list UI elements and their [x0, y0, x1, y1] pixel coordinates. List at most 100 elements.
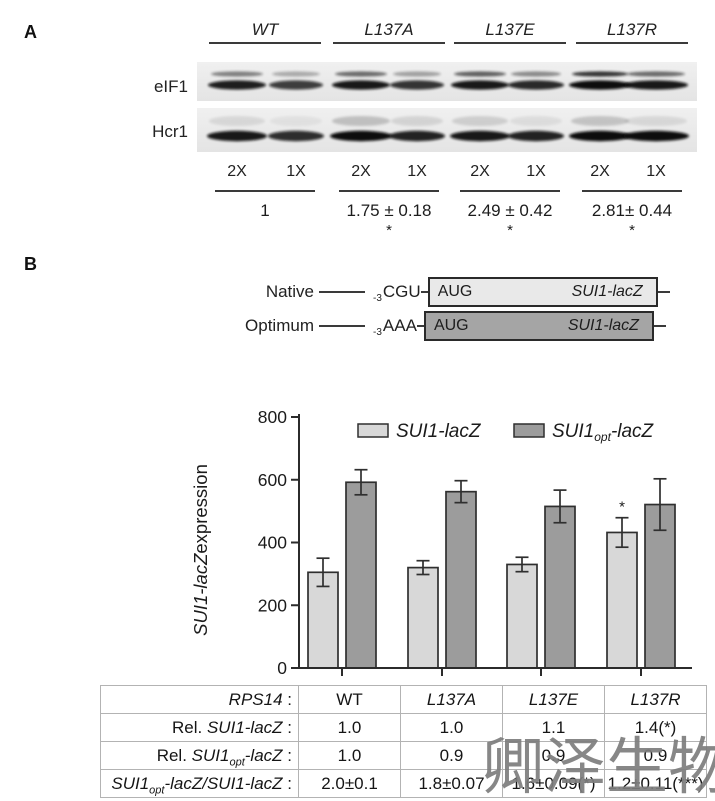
end-tick: [653, 325, 666, 327]
context-codon: CGU: [382, 282, 421, 301]
construct-row-optimum: Optimum -3 AAA AUG SUI1-lacZ: [196, 310, 666, 342]
y-tick-label: 0: [277, 658, 287, 678]
bar: [307, 571, 339, 669]
reporter-label: SUI1-lacZ: [571, 283, 643, 300]
construct-name: Optimum: [245, 316, 314, 335]
table-cell: 0.9: [502, 741, 605, 770]
reporter-label: SUI1-lacZ: [567, 317, 639, 334]
band-eif1: [451, 80, 509, 90]
band-eif1: [569, 80, 631, 90]
band-hcr1: [508, 130, 564, 142]
lane-dose-label: 2X: [227, 163, 247, 180]
table-cell: 1.0: [298, 713, 401, 742]
band-eif1-upper: [572, 71, 628, 77]
group-label: L137A: [364, 20, 414, 39]
band-eif1-upper: [511, 71, 561, 77]
table-cell: 2.0±0.1: [298, 769, 401, 798]
table-row-label: RPS14 :: [100, 685, 299, 714]
bar: [606, 531, 638, 669]
band-eif1-upper: [335, 71, 387, 77]
band-eif1-upper: [393, 71, 441, 77]
panel-a-label: A: [24, 22, 37, 42]
quant-significance: *: [386, 222, 392, 239]
quant-value: 1.75 ± 0.18: [346, 201, 432, 220]
quant-value: 2.81± 0.44: [591, 201, 673, 220]
quant-underline: [460, 190, 560, 192]
y-tick-label: 200: [258, 595, 287, 615]
band-eif1: [332, 80, 390, 90]
legend-label-sui1-lacz: SUI1-lacZ: [396, 421, 482, 442]
quant-significance: *: [629, 222, 635, 239]
position-label: -3: [373, 292, 382, 304]
bar: [644, 503, 676, 669]
band-hcr1-smear: [332, 116, 390, 126]
table-row: Rel. SUI1-lacZ :1.0 1.0 1.1 1.4(*): [100, 713, 707, 742]
table-cell: WT: [298, 685, 401, 714]
start-codon-label: AUG: [437, 283, 473, 300]
band-eif1: [208, 80, 266, 90]
band-hcr1: [450, 130, 510, 142]
band-eif1-upper: [272, 71, 320, 77]
table-row: RPS14 : WT L137A L137E L137R: [100, 685, 707, 714]
band-eif1-upper: [454, 71, 506, 77]
table-cell: L137E: [502, 685, 605, 714]
y-tick-label: 600: [258, 470, 287, 490]
start-codon-label: AUG: [433, 317, 469, 334]
band-hcr1-smear: [625, 116, 687, 126]
connector-line: [416, 325, 424, 327]
table-cell: 1.2±0.11(***): [604, 769, 707, 798]
group-label: WT: [251, 20, 279, 39]
quant-value: 1: [260, 201, 270, 220]
quant-underline: [582, 190, 682, 192]
lane-dose-label: 2X: [351, 163, 371, 180]
bar: [445, 490, 477, 669]
band-hcr1-smear: [209, 116, 265, 126]
y-tick-label: 800: [258, 407, 287, 427]
lane-dose-label: 2X: [470, 163, 490, 180]
table-row-label: Rel. SUI1opt-lacZ :: [100, 741, 299, 770]
band-eif1: [624, 80, 688, 90]
band-hcr1: [623, 130, 689, 142]
band-eif1: [508, 80, 564, 90]
table-cell: L137R: [604, 685, 707, 714]
band-eif1-upper: [211, 71, 263, 77]
group-underline: [209, 42, 321, 44]
table-cell: 1.8±0.07: [400, 769, 503, 798]
band-hcr1-smear: [452, 116, 508, 126]
band-hcr1: [569, 130, 631, 142]
table-row: SUI1opt-lacZ/SUI1-lacZ :2.0±0.1 1.8±0.07 1…: [100, 769, 707, 798]
end-tick: [657, 291, 670, 293]
group-underline: [454, 42, 566, 44]
band-hcr1: [330, 130, 392, 142]
bar: [345, 481, 377, 669]
band-eif1: [269, 80, 323, 90]
western-blot-image: [197, 62, 697, 152]
table-cell: 0.9: [400, 741, 503, 770]
construct-box: AUG SUI1-lacZ: [423, 311, 654, 341]
lane-dose-label: 1X: [286, 163, 306, 180]
bar: [506, 563, 538, 669]
quant-significance: *: [507, 222, 513, 239]
quant-underline: [339, 190, 439, 192]
band-eif1-upper: [627, 71, 685, 77]
band-hcr1-smear: [270, 116, 322, 126]
band-hcr1-smear: [391, 116, 443, 126]
watermark-text: 卿泽生物: [482, 730, 715, 801]
blot-strip-hcr1: [197, 108, 697, 152]
construct-row-native: Native -3 CGU AUG SUI1-lacZ: [196, 276, 670, 308]
bar: [407, 566, 439, 669]
band-hcr1: [207, 130, 267, 142]
table-cell: 1.4(*): [604, 713, 707, 742]
group-label: L137R: [606, 20, 658, 39]
legend-swatch-sui1opt-lacz: [513, 423, 545, 438]
panel-b-label: B: [24, 254, 37, 274]
band-eif1: [390, 80, 444, 90]
legend-swatch-sui1-lacz: [357, 423, 389, 438]
quant-value: 2.49 ± 0.42: [467, 201, 553, 220]
blot-row-label-hcr1: Hcr1: [152, 122, 188, 141]
bar-chart: * 0 200 400 600 800 SUI1-lacZexpression SUI1-la…: [190, 407, 692, 678]
context-codon: AAA: [382, 316, 417, 335]
blot-strip-eif1: [197, 62, 697, 101]
y-tick-label: 400: [258, 533, 287, 553]
